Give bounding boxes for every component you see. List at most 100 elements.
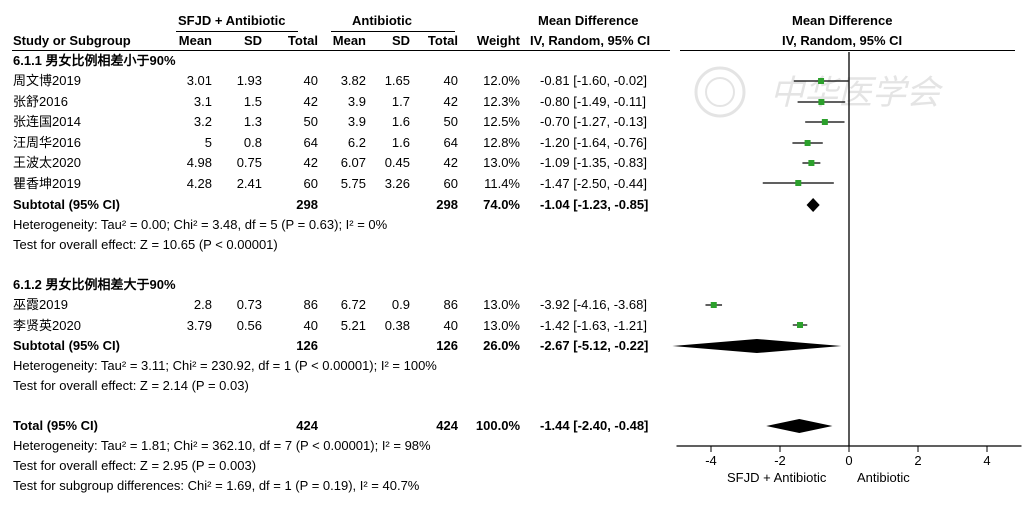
table-header-rule xyxy=(12,50,670,51)
weight: 11.4% xyxy=(484,175,520,191)
sd-exp: 0.56 xyxy=(236,317,262,333)
sd-ctl: 1.6 xyxy=(391,114,410,129)
total-ci: -1.44 [-2.40, -0.48] xyxy=(540,418,649,433)
study-point xyxy=(710,302,717,308)
sd-exp: 1.93 xyxy=(236,73,262,88)
mean-ctl: 6.07 xyxy=(340,155,366,170)
total-exp: 64 xyxy=(303,134,318,150)
mean-exp-header: Mean xyxy=(178,33,212,48)
x-tick-label: -2 xyxy=(774,453,786,468)
total-heterogeneity-text: Heterogeneity: Tau² = 1.81; Chi² = 362.1… xyxy=(13,438,431,453)
study-point xyxy=(808,160,815,166)
mean-exp: 4.28 xyxy=(186,175,212,191)
x-tick-label: 4 xyxy=(983,453,990,468)
subtotal-weight: 74.0% xyxy=(483,197,520,212)
sd-exp: 0.73 xyxy=(236,297,262,312)
total-exp: 86 xyxy=(303,297,318,312)
summary-diamond xyxy=(766,419,833,433)
mean-exp: 5 xyxy=(204,134,212,150)
total-overall-effect-text: Test for overall effect: Z = 2.95 (P = 0… xyxy=(13,458,257,473)
study-name: 张舒2016 xyxy=(13,93,68,109)
study-point xyxy=(795,180,802,186)
md-ci: -1.20 [-1.64, -0.76] xyxy=(540,134,647,150)
summary-diamond xyxy=(806,198,820,212)
group-ctl-header: Antibiotic xyxy=(352,13,412,28)
md-ci: -1.47 [-2.50, -0.44] xyxy=(540,175,647,191)
favours-left-label: SFJD + Antibiotic xyxy=(727,470,827,485)
plot-title: Mean Difference xyxy=(792,13,893,28)
subtotal-n2: 298 xyxy=(436,197,458,212)
group-exp-header: SFJD + Antibiotic xyxy=(178,13,286,28)
md-method: IV, Random, 95% CI xyxy=(530,33,651,48)
x-tick-label: 2 xyxy=(914,453,921,468)
group-ctl-underline xyxy=(331,31,455,32)
mean-ctl: 3.9 xyxy=(347,114,366,129)
total-exp: 60 xyxy=(303,175,318,191)
sd-ctl: 0.38 xyxy=(384,317,410,333)
study-name: 瞿香坤2019 xyxy=(13,175,81,191)
total-exp: 40 xyxy=(303,317,318,333)
total-n1: 424 xyxy=(296,418,318,433)
weight: 13.0% xyxy=(483,297,520,312)
total-ctl: 40 xyxy=(443,73,458,88)
mean-exp: 3.2 xyxy=(193,114,212,129)
summary-diamond xyxy=(672,339,842,353)
mean-ctl: 3.9 xyxy=(347,93,366,109)
mean-ctl: 6.2 xyxy=(347,134,366,150)
weight: 13.0% xyxy=(483,155,520,170)
weight: 12.8% xyxy=(483,134,520,150)
total-n2: 424 xyxy=(436,418,458,433)
sd-ctl: 0.9 xyxy=(391,297,410,312)
subgroup-differences-text: Test for subgroup differences: Chi² = 1.… xyxy=(13,478,420,493)
total-ctl: 42 xyxy=(443,93,458,109)
study-name: 周文博2019 xyxy=(13,73,81,88)
x-tick-label: 0 xyxy=(845,453,852,468)
total-ctl: 42 xyxy=(443,155,458,170)
favours-right-label: Antibiotic xyxy=(857,470,910,485)
md-ci: -0.70 [-1.27, -0.13] xyxy=(540,114,647,129)
total-weight: 100.0% xyxy=(475,418,520,433)
sd-ctl-header: SD xyxy=(391,33,410,48)
sd-exp: 0.8 xyxy=(243,134,262,150)
weight: 12.3% xyxy=(483,93,520,109)
sd-ctl: 0.45 xyxy=(384,155,410,170)
mean-ctl: 5.75 xyxy=(340,175,366,191)
sd-exp: 1.3 xyxy=(243,114,262,129)
sd-exp: 2.41 xyxy=(236,175,262,191)
x-tick-label: -4 xyxy=(705,453,717,468)
heterogeneity-text: Heterogeneity: Tau² = 3.11; Chi² = 230.9… xyxy=(13,358,437,373)
study-point xyxy=(818,78,825,84)
sd-ctl: 1.6 xyxy=(391,134,410,150)
sd-ctl: 3.26 xyxy=(384,175,410,191)
plot-header-rule xyxy=(680,50,1015,51)
study-point xyxy=(804,140,811,146)
sd-exp: 0.75 xyxy=(236,155,262,170)
subtotal-weight: 26.0% xyxy=(483,338,520,353)
overall-effect-text: Test for overall effect: Z = 2.14 (P = 0… xyxy=(13,378,249,393)
subtotal-ci: -1.04 [-1.23, -0.85] xyxy=(540,197,649,212)
group-exp-underline xyxy=(176,31,298,32)
total-exp: 42 xyxy=(303,155,318,170)
study-name: 汪周华2016 xyxy=(13,134,81,150)
total-exp: 50 xyxy=(303,114,318,129)
study-name: 王波太2020 xyxy=(13,155,81,170)
total-ctl: 50 xyxy=(443,114,458,129)
total-ctl: 86 xyxy=(443,297,458,312)
study-col-header: Study or Subgroup xyxy=(13,33,131,48)
subtotal-label: Subtotal (95% CI) xyxy=(13,197,120,212)
mean-ctl: 3.82 xyxy=(340,73,366,88)
study-point xyxy=(818,99,825,105)
study-name: 张连国2014 xyxy=(13,114,81,129)
mean-exp: 2.8 xyxy=(193,297,212,312)
plot-method: IV, Random, 95% CI xyxy=(782,33,903,48)
subtotal-n1: 298 xyxy=(296,197,318,212)
mean-ctl: 5.21 xyxy=(340,317,366,333)
weight: 12.0% xyxy=(483,73,520,88)
total-exp-header: Total xyxy=(287,33,318,48)
svg-text:中华医学会: 中华医学会 xyxy=(770,73,944,113)
weight: 12.5% xyxy=(483,114,520,129)
total-ctl: 60 xyxy=(443,175,458,191)
md-ci: -0.81 [-1.60, -0.02] xyxy=(540,73,647,88)
md-title: Mean Difference xyxy=(538,13,639,28)
